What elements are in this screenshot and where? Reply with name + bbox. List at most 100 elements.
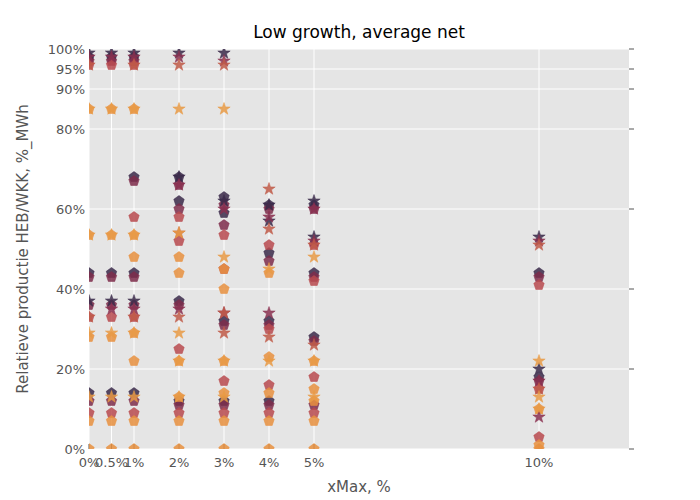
pentagon-point xyxy=(129,272,139,282)
pentagon-point xyxy=(219,284,229,294)
star-point xyxy=(89,311,95,323)
pentagon-point xyxy=(219,376,229,386)
pentagon-point xyxy=(309,444,319,450)
y-tick-label: 40% xyxy=(56,282,85,297)
y-tick-label: 80% xyxy=(56,122,85,137)
series xyxy=(89,49,545,374)
star-point xyxy=(533,403,545,415)
series xyxy=(89,56,544,410)
pentagon-point xyxy=(174,444,184,450)
star-point xyxy=(89,103,95,115)
y-tick xyxy=(629,369,634,370)
star-point xyxy=(89,327,95,339)
pentagon-point xyxy=(219,416,229,426)
y-tick xyxy=(629,69,634,70)
y-grid-line xyxy=(89,89,629,90)
y-tick-label: 60% xyxy=(56,202,85,217)
y-tick xyxy=(629,49,634,50)
star-point xyxy=(89,391,95,403)
pentagon-point xyxy=(174,212,184,222)
star-point xyxy=(533,411,545,423)
star-point xyxy=(218,307,230,319)
series xyxy=(89,103,545,415)
star-point xyxy=(263,199,275,211)
pentagon-point xyxy=(174,392,184,402)
y-axis-label: Relatieve productie HEB/WKK, %_MWh xyxy=(14,104,33,394)
star-point xyxy=(533,355,545,367)
star-point xyxy=(218,391,230,403)
star-point xyxy=(173,103,185,115)
star-point xyxy=(218,307,230,319)
star-point xyxy=(263,183,275,195)
pentagon-point xyxy=(219,444,229,450)
star-point xyxy=(105,103,117,115)
pentagon-point xyxy=(129,356,139,366)
y-tick-label: 100% xyxy=(48,42,85,57)
pentagon-point xyxy=(264,416,274,426)
pentagon-point xyxy=(219,220,229,230)
y-tick xyxy=(629,129,634,130)
pentagon-point xyxy=(89,416,94,426)
pentagon-point xyxy=(219,264,229,274)
chart-svg: 0%20%40%60%80%90%95%100%0%0.5%1%2%3%4%5%… xyxy=(0,0,700,500)
star-point xyxy=(128,229,140,241)
pentagon-point xyxy=(89,312,94,322)
pentagon-point xyxy=(534,444,544,450)
star-point xyxy=(128,327,140,339)
pentagon-point xyxy=(264,240,274,250)
pentagon-point xyxy=(129,230,139,240)
y-tick xyxy=(629,89,634,90)
star-point xyxy=(218,355,230,367)
star-point xyxy=(105,303,117,315)
pentagon-point xyxy=(129,328,139,338)
star-point xyxy=(218,327,230,339)
star-point xyxy=(173,227,185,239)
series xyxy=(89,52,544,406)
star-point xyxy=(263,263,275,275)
pentagon-point xyxy=(174,252,184,262)
x-tick-label: 5% xyxy=(304,455,325,470)
x-tick-label: 10% xyxy=(525,455,554,470)
pentagon-point xyxy=(129,416,139,426)
pentagon-point xyxy=(219,230,229,240)
y-grid-line xyxy=(89,289,629,290)
y-tick-label: 20% xyxy=(56,362,85,377)
pentagon-point xyxy=(106,230,116,240)
star-point xyxy=(105,51,117,63)
y-grid-line xyxy=(89,369,629,370)
y-tick xyxy=(629,209,634,210)
pentagon-point xyxy=(264,388,274,398)
star-point xyxy=(128,103,140,115)
data-points xyxy=(89,49,545,449)
y-grid-line xyxy=(89,209,629,210)
x-tick-label: 1% xyxy=(124,455,145,470)
y-tick-label: 95% xyxy=(56,62,85,77)
y-grid-line xyxy=(89,129,629,130)
pentagon-point xyxy=(89,444,94,450)
star-point xyxy=(218,203,230,215)
pentagon-point xyxy=(219,264,229,274)
star-point xyxy=(308,203,320,215)
x-tick-label: 2% xyxy=(169,455,190,470)
pentagon-point xyxy=(106,416,116,426)
star-point xyxy=(105,391,117,403)
star-point xyxy=(105,327,117,339)
star-point xyxy=(308,355,320,367)
star-point xyxy=(308,339,320,351)
plot-background xyxy=(89,49,629,449)
star-point xyxy=(128,311,140,323)
star-point xyxy=(263,331,275,343)
star-point xyxy=(308,251,320,263)
pentagon-point xyxy=(129,212,139,222)
x-axis-label: xMax, % xyxy=(327,478,391,496)
pentagon-point xyxy=(174,356,184,366)
x-tick-label: 3% xyxy=(214,455,235,470)
pentagon-point xyxy=(106,272,116,282)
star-point xyxy=(263,355,275,367)
star-point xyxy=(128,59,140,71)
pentagon-point xyxy=(129,104,139,114)
series xyxy=(89,60,544,442)
pentagon-point xyxy=(129,252,139,262)
series xyxy=(89,104,544,450)
star-point xyxy=(89,229,95,241)
